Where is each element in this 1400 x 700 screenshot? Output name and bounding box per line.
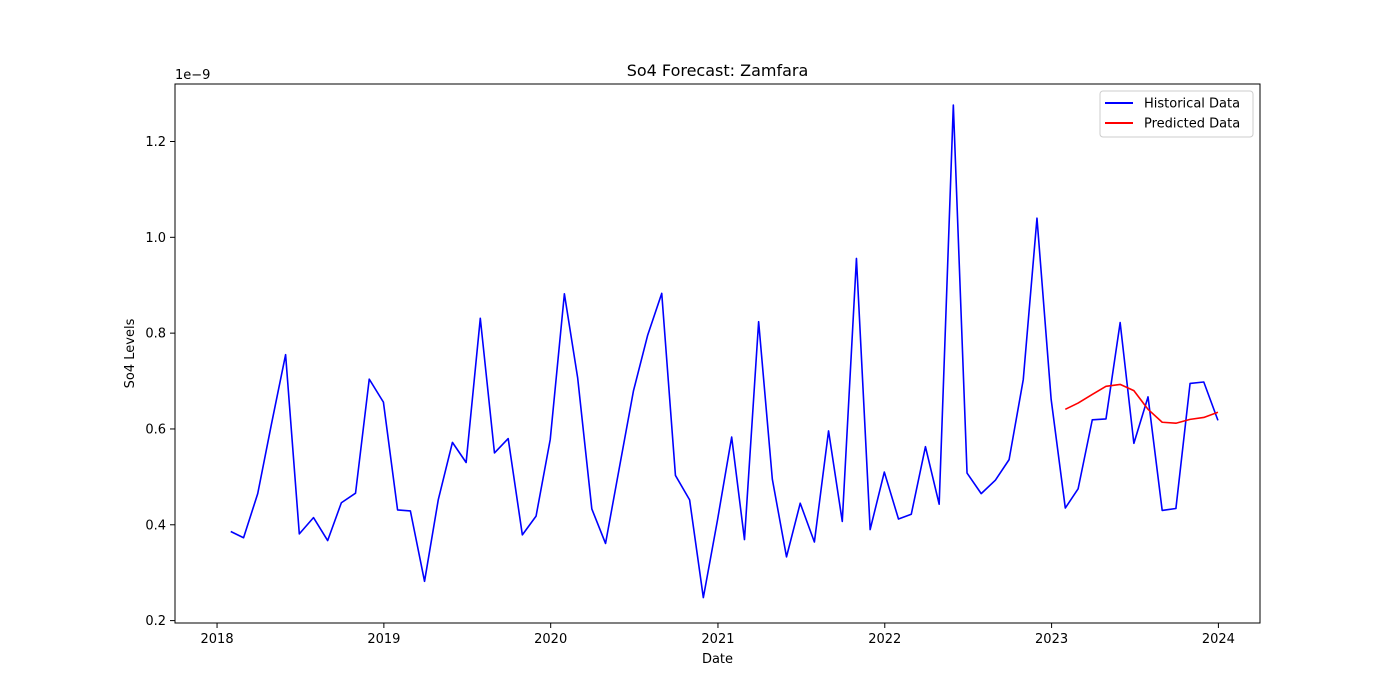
legend-box (1099, 90, 1254, 138)
series-line-historical-data (230, 104, 1219, 599)
x-tick-label: 2023 (1035, 632, 1068, 647)
series-line-predicted-data (1064, 383, 1219, 425)
y-tick-label: 0.2 (145, 614, 166, 629)
x-tick-label: 2022 (868, 632, 901, 647)
x-tick-label: 2024 (1202, 632, 1235, 647)
x-tick-label: 2018 (201, 632, 234, 647)
x-axis: 2018 2019 2020 2021 2022 2023 2024 (201, 623, 1235, 647)
y-tick-label: 1.2 (145, 135, 166, 150)
y-tick-label: 0.6 (145, 422, 166, 437)
y-axis-offset-text: 1e−9 (175, 68, 210, 83)
x-tick-label: 2020 (534, 632, 567, 647)
y-axis-label: So4 Levels (123, 318, 138, 388)
y-tick-label: 1.0 (145, 231, 166, 246)
legend-label: Predicted Data (1144, 117, 1240, 132)
y-tick-label: 0.8 (145, 327, 166, 342)
series-layer (230, 104, 1219, 599)
x-tick-label: 2019 (367, 632, 400, 647)
chart-title: So4 Forecast: Zamfara (627, 61, 809, 80)
y-tick-label: 0.4 (145, 518, 166, 533)
x-tick-label: 2021 (701, 632, 734, 647)
x-axis-label: Date (702, 652, 733, 667)
y-axis: 0.2 0.4 0.6 0.8 1.0 1.2 (145, 135, 175, 629)
legend: Historical Data Predicted Data (1099, 90, 1254, 138)
legend-label: Historical Data (1144, 97, 1240, 112)
